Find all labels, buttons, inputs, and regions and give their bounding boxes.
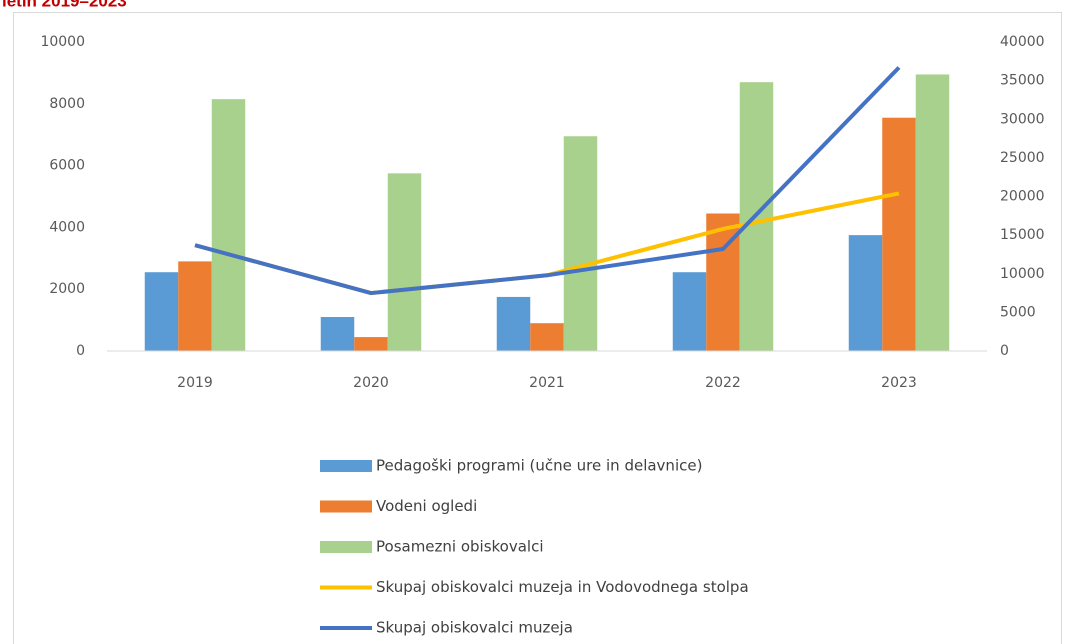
bar [672,272,707,351]
bar [144,272,179,351]
bar [387,173,422,351]
y2-tick-label: 40000 [1000,34,1045,50]
bar [848,235,883,351]
bar [178,261,212,351]
y2-tick-label: 15000 [1000,227,1045,243]
y2-tick-label: 35000 [1000,73,1045,89]
y-tick-label: 6000 [49,158,85,174]
legend-label: Posamezni obiskovalci [376,538,544,556]
y2-tick-label: 10000 [1000,266,1045,282]
bar [530,323,564,351]
bar [320,317,355,351]
y2-tick-label: 5000 [1000,304,1036,320]
bar [211,99,246,351]
y-tick-label: 8000 [49,96,85,112]
x-tick-label: 2022 [705,375,741,391]
legend-label: Skupaj obiskovalci muzeja in Vodovodnega… [376,578,749,596]
y2-tick-label: 30000 [1000,111,1045,127]
x-tick-label: 2023 [881,375,917,391]
y-tick-label: 10000 [40,34,85,50]
chart-frame [13,12,1062,644]
x-tick-label: 2021 [529,375,565,391]
legend-swatch [320,541,372,553]
bar [915,74,950,351]
y2-tick-label: 0 [1000,343,1009,359]
x-tick-label: 2020 [353,375,389,391]
line-series [194,191,900,296]
legend-swatch [320,460,372,472]
line-series [194,66,901,296]
y2-tick-label: 20000 [1000,189,1045,205]
legend-swatch [320,500,372,513]
legend-label: Skupaj obiskovalci muzeja [376,619,573,637]
y-tick-label: 2000 [49,281,85,297]
bar [354,337,388,351]
bar [882,117,916,351]
bar [563,136,598,351]
x-tick-label: 2019 [177,375,213,391]
chart-title: letih 2019–2023 [2,0,127,10]
legend-label: Pedagoški programi (učne ure in delavnic… [376,457,702,475]
bar [496,296,531,351]
legend-label: Vodeni ogledi [376,497,477,515]
y-tick-label: 4000 [49,219,85,235]
y2-tick-label: 25000 [1000,150,1045,166]
y-tick-label: 0 [76,343,85,359]
